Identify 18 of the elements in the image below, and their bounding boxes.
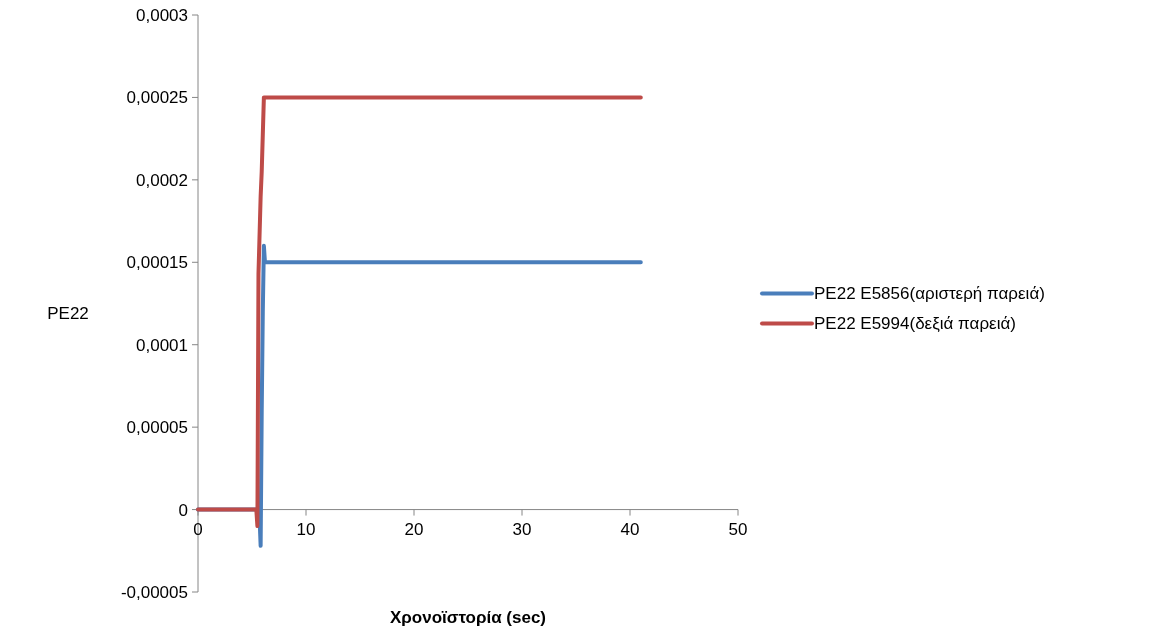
x-tick-label: 30: [512, 519, 532, 539]
x-tick-label: 50: [728, 519, 748, 539]
x-tick-label: 0: [193, 519, 203, 539]
y-tick-label: -0,00005: [120, 582, 188, 602]
y-tick-label: 0,00005: [126, 418, 188, 438]
x-tick-label: 10: [296, 519, 316, 539]
y-axis-title: PE22: [47, 304, 89, 324]
x-tick-label: 40: [620, 519, 640, 539]
x-tick-label: 20: [404, 519, 424, 539]
y-tick-label: 0,0002: [136, 170, 188, 190]
legend-label: PE22 E5994(δεξιά παρειά): [814, 314, 1016, 334]
y-tick-label: 0,0003: [136, 5, 188, 25]
legend-label: PE22 E5856(αριστερή παρειά): [814, 284, 1045, 304]
x-axis-title: Χρονοϊστορία (sec): [389, 608, 547, 627]
y-tick-label: 0,00015: [126, 253, 188, 273]
y-tick-label: 0,00025: [126, 88, 188, 108]
y-tick-label: 0: [178, 500, 188, 520]
y-tick-label: 0,0001: [136, 335, 188, 355]
